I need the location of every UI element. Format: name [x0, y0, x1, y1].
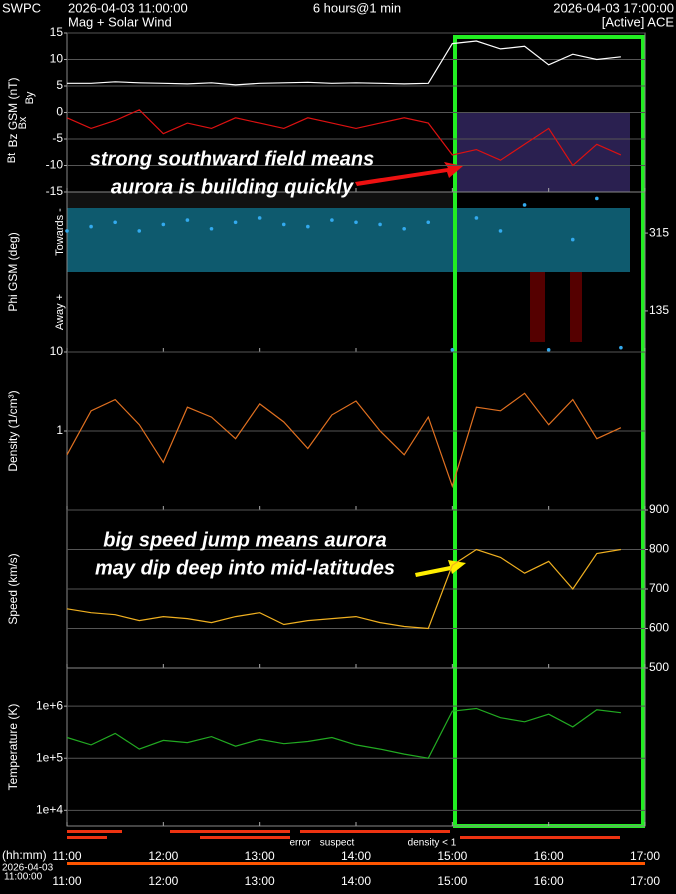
x-tick-label: 11:00: [52, 849, 81, 863]
x-tick-label: 12:00: [148, 849, 178, 863]
y-tick-label: 900: [649, 502, 669, 516]
point: [257, 216, 262, 220]
point: [522, 203, 527, 207]
x-tick-label: 15:00: [437, 874, 467, 888]
point: [354, 220, 358, 225]
point: [233, 220, 238, 225]
y-axis-label: Bz GSM (nT): [6, 77, 20, 147]
x-axis-label: (hh:mm): [2, 848, 47, 862]
end-time: 2026-04-03 17:00:00: [553, 0, 674, 15]
x-tick-label: 17:00: [630, 849, 660, 863]
point: [546, 348, 551, 352]
x-tick-label: 12:00: [148, 874, 178, 888]
point: [113, 220, 117, 225]
start-time: 2026-04-03 11:00:00: [68, 0, 188, 15]
arrow: [355, 162, 463, 186]
y-tick-label: 1e+5: [36, 750, 63, 764]
time-bar: [67, 862, 645, 865]
point: [619, 345, 623, 350]
x-tick-label: 16:00: [534, 849, 564, 863]
series-line: [67, 40, 621, 86]
phi-band: [67, 208, 630, 272]
x-tick-label: 13:00: [245, 874, 275, 888]
x-tick-label: 13:00: [245, 849, 275, 863]
flag-strips: [67, 830, 620, 839]
y-tick-label: 1e+4: [36, 802, 63, 816]
annotation: may dip deep into mid-latitudes: [95, 557, 395, 579]
away-shade: [570, 272, 582, 342]
y-axis-label: Density (1/cm³): [6, 390, 20, 471]
y-tick-label: 135: [649, 303, 669, 317]
point: [378, 222, 382, 227]
source: [Active] ACE: [602, 14, 675, 29]
point: [426, 220, 431, 225]
y-axis-label: Phi GSM (deg): [6, 232, 20, 311]
flag-legend: density < 1: [408, 838, 457, 849]
y-tick-label: 800: [649, 542, 669, 556]
away-shade: [530, 272, 545, 342]
x-tick-label: 16:00: [534, 874, 564, 888]
point: [65, 229, 69, 233]
point: [330, 218, 334, 222]
point: [402, 226, 406, 231]
point: [161, 222, 166, 227]
component-label: Bx: [17, 116, 29, 129]
y-tick-label: 1: [56, 423, 63, 437]
point: [209, 226, 214, 231]
x-tick-label: 11:00: [52, 874, 81, 888]
point: [474, 216, 479, 220]
point: [595, 196, 599, 201]
date-label: 2026-04-03: [2, 863, 54, 874]
y-axis-label: Temperature (K): [6, 704, 20, 791]
y-tick-label: -5: [52, 131, 63, 145]
flag-legend: error: [289, 838, 311, 849]
y-tick-label: 315: [649, 225, 669, 239]
point: [570, 237, 575, 242]
y-tick-label: 10: [50, 52, 64, 66]
series-line: [66, 548, 621, 630]
phi-shade: [67, 192, 455, 208]
point: [185, 218, 190, 222]
annotation: strong southward field means: [90, 148, 374, 170]
agency: SWPC: [2, 0, 41, 15]
bz-shade: [455, 112, 630, 192]
point: [498, 229, 503, 233]
y-tick-label: -10: [46, 158, 64, 172]
span: 6 hours@1 min: [313, 0, 401, 15]
side-label: Away +: [54, 294, 66, 330]
y-tick-label: 1e+6: [36, 698, 63, 712]
annotation: big speed jump means aurora: [103, 529, 386, 551]
x-tick-label: 14:00: [341, 874, 371, 888]
series-line: [66, 109, 622, 167]
y-tick-label: 5: [56, 78, 63, 92]
y-tick-label: 500: [649, 660, 669, 674]
point: [137, 229, 142, 233]
y-tick-label: 10: [50, 344, 64, 358]
point: [281, 222, 286, 227]
legend-entry: Bt: [6, 153, 18, 163]
x-tick-label: 15:00: [437, 849, 467, 863]
x-tick-label: 17:00: [630, 874, 660, 888]
point: [450, 348, 455, 352]
point: [89, 224, 93, 229]
x-tick-label: 14:00: [341, 849, 371, 863]
y-tick-label: 15: [50, 25, 64, 39]
subtitle: Mag + Solar Wind: [68, 14, 172, 29]
flag-legend: suspect: [320, 838, 355, 849]
point: [306, 224, 310, 229]
y-tick-label: 600: [649, 621, 669, 635]
y-axis-label: Speed (km/s): [6, 553, 20, 624]
annotation: aurora is building quickly: [111, 176, 354, 198]
y-tick-label: -15: [46, 184, 64, 198]
time-label: 11:00:00: [4, 872, 43, 883]
series-line: [66, 392, 622, 489]
series-line: [66, 707, 621, 759]
side-label: Towards -: [54, 208, 66, 256]
component-label: By: [24, 91, 36, 104]
y-tick-label: 0: [56, 105, 63, 119]
y-tick-label: 700: [649, 581, 669, 595]
